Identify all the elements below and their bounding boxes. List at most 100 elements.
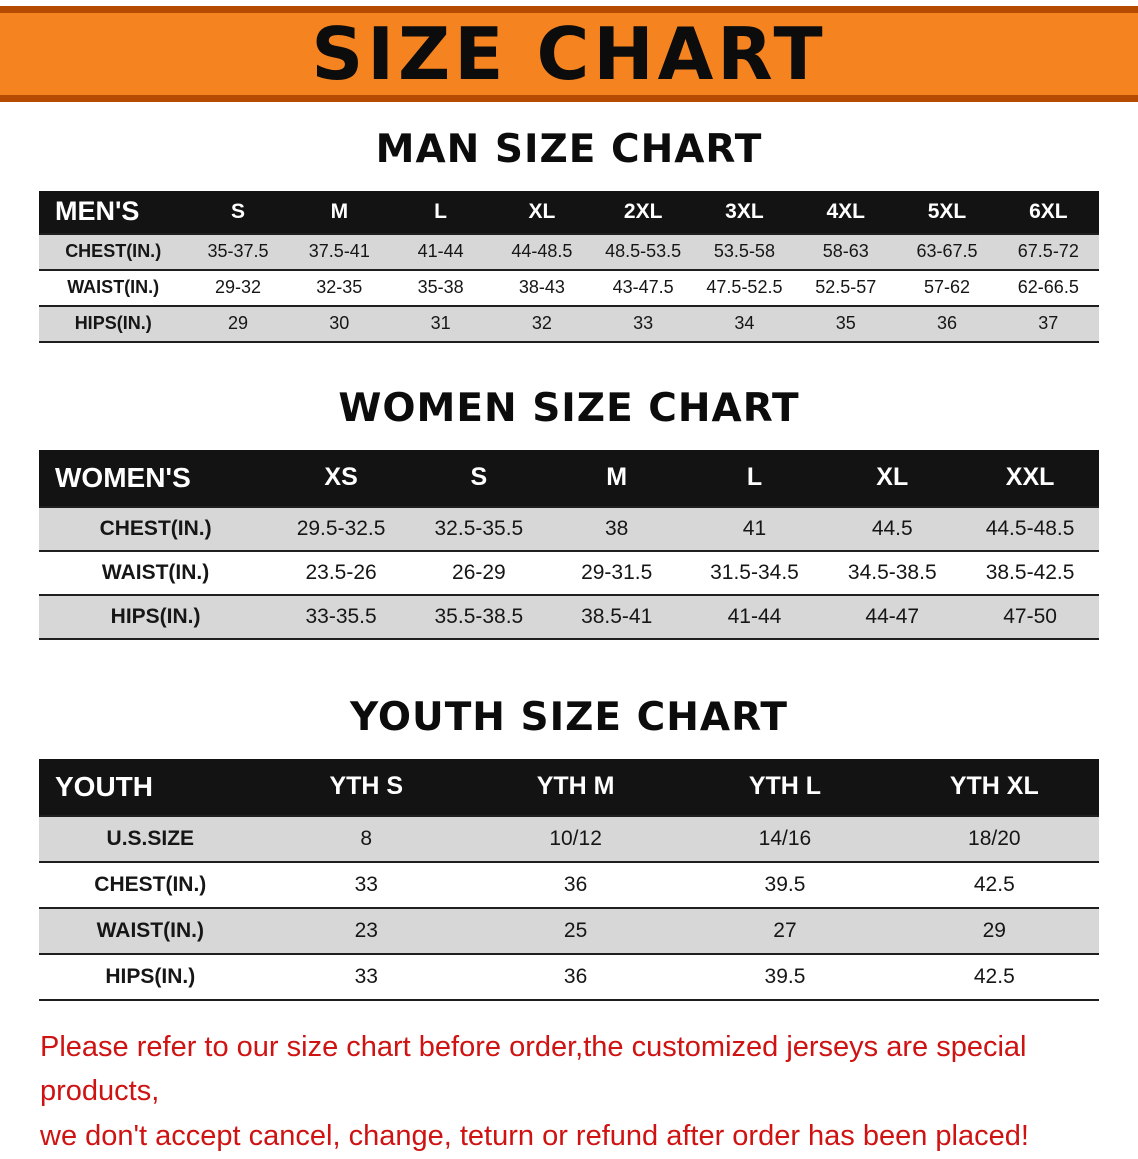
size-value-cell: 14/16 <box>758 826 812 850</box>
size-value-cell: 44.5 <box>871 516 913 540</box>
measurement-label: CHEST(IN.) <box>65 241 162 262</box>
men-size-chart-section: MAN SIZE CHART MEN'S S M L XL 2XL 3XL 4XL 5XL 6XL… <box>0 127 1138 343</box>
measurement-row: HIPS(IN.) 33 36 39.5 42.5 <box>39 953 1099 1000</box>
size-value-cell: 44-48.5 <box>511 241 573 262</box>
size-column-header: YTH M <box>470 758 681 816</box>
size-value-cell: 18/20 <box>968 826 1021 850</box>
size-value-cell: 67.5-72 <box>1017 241 1079 262</box>
size-value-cell: 42.5 <box>973 964 1015 988</box>
size-value-cell: 35.5-38.5 <box>434 604 524 628</box>
size-value-cell: 35-38 <box>417 277 464 298</box>
size-value-cell: 41 <box>742 516 767 540</box>
measurement-row: WAIST(IN.) 23.5-26 26-29 29-31.5 31.5-34.5 34… <box>39 550 1099 595</box>
men-table-header: MEN'S S M L XL 2XL 3XL 4XL 5XL 6XL <box>39 190 1099 234</box>
size-column-header: XL <box>823 449 962 507</box>
size-column-header: YTH L <box>680 758 890 816</box>
size-value-cell: 42.5 <box>973 872 1015 896</box>
size-table-header-row: MEN'S S M L XL 2XL 3XL 4XL 5XL 6XL <box>39 190 1099 234</box>
size-value-cell: 44-47 <box>865 604 920 628</box>
measurement-label: CHEST(IN.) <box>94 872 207 896</box>
measurement-row: WAIST(IN.) 23 25 27 29 <box>39 907 1099 954</box>
size-value-cell: 31.5-34.5 <box>710 560 799 584</box>
size-column-header: 6XL <box>997 190 1099 234</box>
size-value-cell: 35 <box>835 313 856 334</box>
size-column-header: M <box>547 449 686 507</box>
men-table-body: CHEST(IN.) 35-37.5 37.5-41 41-44 44-48.5 48.5… <box>39 233 1099 342</box>
size-value-cell: 38.5-42.5 <box>985 560 1075 584</box>
size-value-cell: 36 <box>563 872 588 896</box>
size-value-cell: 25 <box>563 918 588 942</box>
size-value-cell: 53.5-58 <box>713 241 775 262</box>
men-size-table: MEN'S S M L XL 2XL 3XL 4XL 5XL 6XL CHEST(IN.) 35-3… <box>39 190 1099 343</box>
size-value-cell: 39.5 <box>764 964 806 988</box>
measurement-row: CHEST(IN.) 35-37.5 37.5-41 41-44 44-48.5 48.5… <box>39 233 1099 270</box>
youth-size-chart-section: YOUTH SIZE CHART YOUTH YTH S YTH M YTH L YTH… <box>0 694 1138 1001</box>
table-label-header: YOUTH <box>39 758 262 816</box>
size-value-cell: 52.5-57 <box>815 277 877 298</box>
size-column-header: YTH XL <box>889 758 1099 816</box>
size-value-cell: 33 <box>354 872 378 896</box>
size-value-cell: 36 <box>563 964 588 988</box>
size-value-cell: 63-67.5 <box>916 241 978 262</box>
size-value-cell: 35-37.5 <box>207 241 269 262</box>
size-value-cell: 41-44 <box>727 604 782 628</box>
size-value-cell: 31 <box>430 313 451 334</box>
women-chart-heading: WOMEN SIZE CHART <box>338 385 800 431</box>
women-size-table: WOMEN'S XS S M L XL XXL CHEST(IN.) 29.5-32.5 32.… <box>39 449 1099 640</box>
size-value-cell: 29 <box>228 313 249 334</box>
measurement-row: WAIST(IN.) 29-32 32-35 35-38 38-43 43-47.5 47.… <box>39 269 1099 306</box>
measurement-label: WAIST(IN.) <box>96 918 204 942</box>
size-chart-banner: SIZE CHART <box>0 6 1138 102</box>
measurement-label: WAIST(IN.) <box>67 277 160 298</box>
size-value-cell: 37 <box>1038 313 1059 334</box>
size-value-cell: 43-47.5 <box>612 277 674 298</box>
size-value-cell: 33 <box>354 964 378 988</box>
women-table-body: CHEST(IN.) 29.5-32.5 32.5-35.5 38 41 44.5 44.5… <box>39 506 1099 639</box>
size-value-cell: 47-50 <box>1003 604 1057 628</box>
size-value-cell: 27 <box>773 918 797 942</box>
size-table-header-row: WOMEN'S XS S M L XL XXL <box>39 449 1099 507</box>
size-column-header: XL <box>491 190 593 234</box>
size-value-cell: 37.5-41 <box>308 241 370 262</box>
measurement-row: HIPS(IN.) 33-35.5 35.5-38.5 38.5-41 41-44 44-… <box>39 594 1099 639</box>
size-value-cell: 32-35 <box>316 277 363 298</box>
size-value-cell: 26-29 <box>452 560 506 584</box>
youth-chart-heading: YOUTH SIZE CHART <box>350 694 788 740</box>
size-value-cell: 62-66.5 <box>1017 277 1079 298</box>
measurement-row: U.S.SIZE 8 10/12 14/16 18/20 <box>39 815 1099 862</box>
size-column-header: S <box>409 449 548 507</box>
size-column-header: XS <box>272 449 410 507</box>
disclaimer-line-2: we don't accept cancel, change, teturn o… <box>40 1120 1029 1153</box>
size-value-cell: 58-63 <box>822 241 869 262</box>
measurement-label: U.S.SIZE <box>106 826 195 850</box>
size-column-header: M <box>288 190 390 234</box>
size-value-cell: 39.5 <box>764 872 806 896</box>
size-column-header: 4XL <box>795 190 897 234</box>
measurement-label: HIPS(IN.) <box>110 604 201 628</box>
size-value-cell: 29-31.5 <box>581 560 653 584</box>
men-chart-heading: MAN SIZE CHART <box>375 127 763 172</box>
women-size-chart-section: WOMEN SIZE CHART WOMEN'S XS S M L XL XXL CHEST… <box>0 385 1138 640</box>
measurement-label: WAIST(IN.) <box>101 560 210 584</box>
size-table-header-row: YOUTH YTH S YTH M YTH L YTH XL <box>39 758 1099 816</box>
youth-table-body: U.S.SIZE 8 10/12 14/16 18/20 CHEST(IN.) 33 36 39… <box>39 815 1099 1000</box>
size-column-header: YTH S <box>261 758 471 816</box>
youth-size-table: YOUTH YTH S YTH M YTH L YTH XL U.S.SIZE 8 10/1… <box>39 758 1099 1001</box>
measurement-row: HIPS(IN.) 29 30 31 32 33 34 35 36 37 <box>39 305 1099 342</box>
size-value-cell: 41-44 <box>417 241 464 262</box>
size-column-header: 5XL <box>896 190 998 234</box>
size-value-cell: 33-35.5 <box>305 604 377 628</box>
size-value-cell: 57-62 <box>923 277 971 298</box>
measurement-row: CHEST(IN.) 33 36 39.5 42.5 <box>39 861 1099 908</box>
measurement-label: CHEST(IN.) <box>99 516 212 540</box>
banner-title: SIZE CHART <box>311 12 827 96</box>
measurement-label: HIPS(IN.) <box>105 964 196 988</box>
size-value-cell: 47.5-52.5 <box>706 277 783 298</box>
table-label-header: WOMEN'S <box>39 449 273 507</box>
size-column-header: 3XL <box>693 190 796 234</box>
size-value-cell: 32 <box>531 313 552 334</box>
size-value-cell: 29.5-32.5 <box>296 516 386 540</box>
size-value-cell: 23.5-26 <box>305 560 377 584</box>
size-column-header: 2XL <box>592 190 694 234</box>
size-value-cell: 38.5-41 <box>581 604 653 628</box>
